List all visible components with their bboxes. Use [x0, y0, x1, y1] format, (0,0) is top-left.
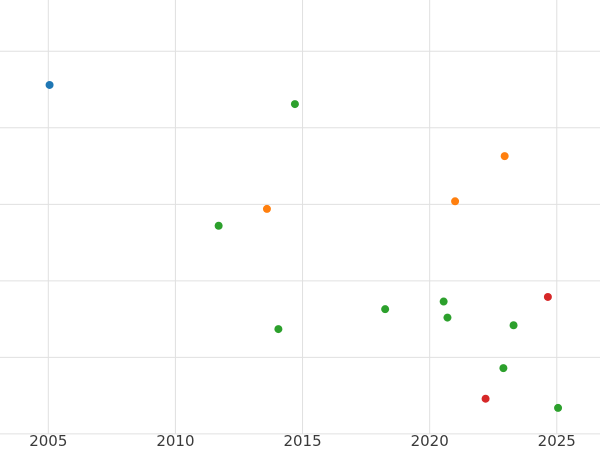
scatter-point-blue [45, 80, 54, 89]
scatter-point-green [290, 100, 299, 109]
scatter-point-green [439, 297, 448, 306]
x-tick-label: 2020 [411, 432, 449, 450]
scatter-point-green [274, 325, 283, 334]
points-layer [45, 80, 563, 412]
x-tick-label: 2025 [538, 432, 576, 450]
scatter-point-green [381, 305, 390, 314]
scatter-point-red [481, 394, 490, 403]
x-tick-label: 2010 [156, 432, 194, 450]
x-axis-tick-labels: 2005 2010 2015 2020 2025 [29, 432, 576, 450]
scatter-point-orange [262, 204, 271, 213]
scatter-point-green [554, 403, 563, 412]
x-tick-label: 2005 [29, 432, 67, 450]
scatter-point-green [443, 313, 452, 322]
grid-layer [0, 0, 600, 435]
x-tick-label: 2015 [283, 432, 321, 450]
scatter-point-green [214, 221, 223, 230]
scatter-point-red [543, 292, 552, 301]
scatter-point-orange [500, 152, 509, 161]
scatter-point-green [499, 364, 508, 373]
scatter-point-orange [451, 197, 460, 206]
scatter-point-green [509, 321, 518, 330]
